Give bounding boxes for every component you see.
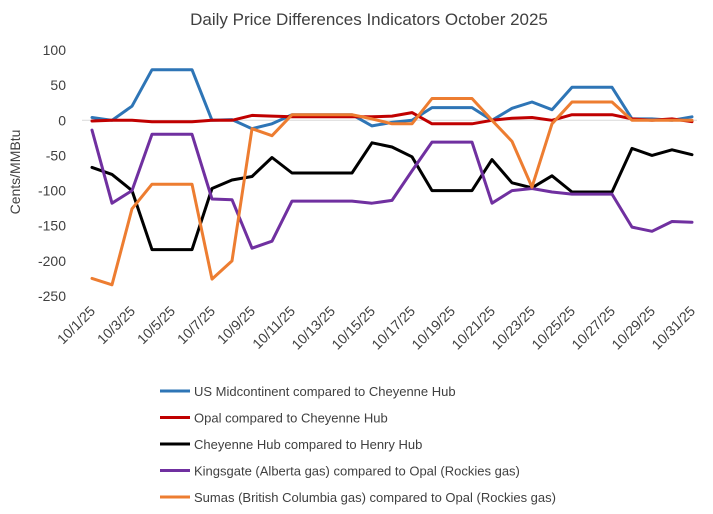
x-tick-label: 10/7/25	[174, 303, 218, 347]
y-tick-label: 50	[50, 77, 66, 93]
x-tick-label: 10/31/25	[648, 303, 698, 353]
legend: US Midcontinent compared to Cheyenne Hub…	[160, 384, 556, 505]
series-line-3	[90, 141, 694, 252]
legend-item: US Midcontinent compared to Cheyenne Hub	[160, 384, 456, 399]
legend-item: Cheyenne Hub compared to Henry Hub	[160, 437, 422, 452]
x-tick-label: 10/1/25	[54, 303, 98, 347]
legend-label: Kingsgate (Alberta gas) compared to Opal…	[194, 464, 520, 479]
series-line-2	[90, 111, 694, 126]
chart-title: Daily Price Differences Indicators Octob…	[190, 10, 548, 29]
x-tick-label: 10/5/25	[134, 303, 178, 347]
y-tick-label: 0	[58, 112, 66, 128]
y-tick-label: -150	[38, 218, 66, 234]
legend-item: Kingsgate (Alberta gas) compared to Opal…	[160, 464, 520, 479]
y-tick-label: -250	[38, 288, 66, 304]
y-tick-label: -200	[38, 253, 66, 269]
x-axis: 10/1/2510/3/2510/5/2510/7/2510/9/2510/11…	[54, 303, 698, 353]
y-tick-label: -100	[38, 183, 66, 199]
y-tick-label: -50	[46, 147, 66, 163]
legend-label: US Midcontinent compared to Cheyenne Hub	[194, 384, 456, 399]
series-line-5	[90, 97, 694, 287]
series-lines	[90, 68, 694, 287]
series-line-4	[90, 128, 694, 250]
y-tick-label: 100	[43, 42, 67, 58]
legend-label: Sumas (British Columbia gas) compared to…	[194, 490, 556, 505]
legend-label: Opal compared to Cheyenne Hub	[194, 411, 388, 426]
x-tick-label: 10/3/25	[94, 303, 138, 347]
y-axis: 100 50 0 -50 -100 -150 -200 -250	[38, 42, 66, 304]
y-axis-label: Cents/MMBtu	[7, 130, 23, 215]
legend-item: Opal compared to Cheyenne Hub	[160, 411, 388, 426]
legend-item: Sumas (British Columbia gas) compared to…	[160, 490, 556, 505]
legend-label: Cheyenne Hub compared to Henry Hub	[194, 437, 422, 452]
